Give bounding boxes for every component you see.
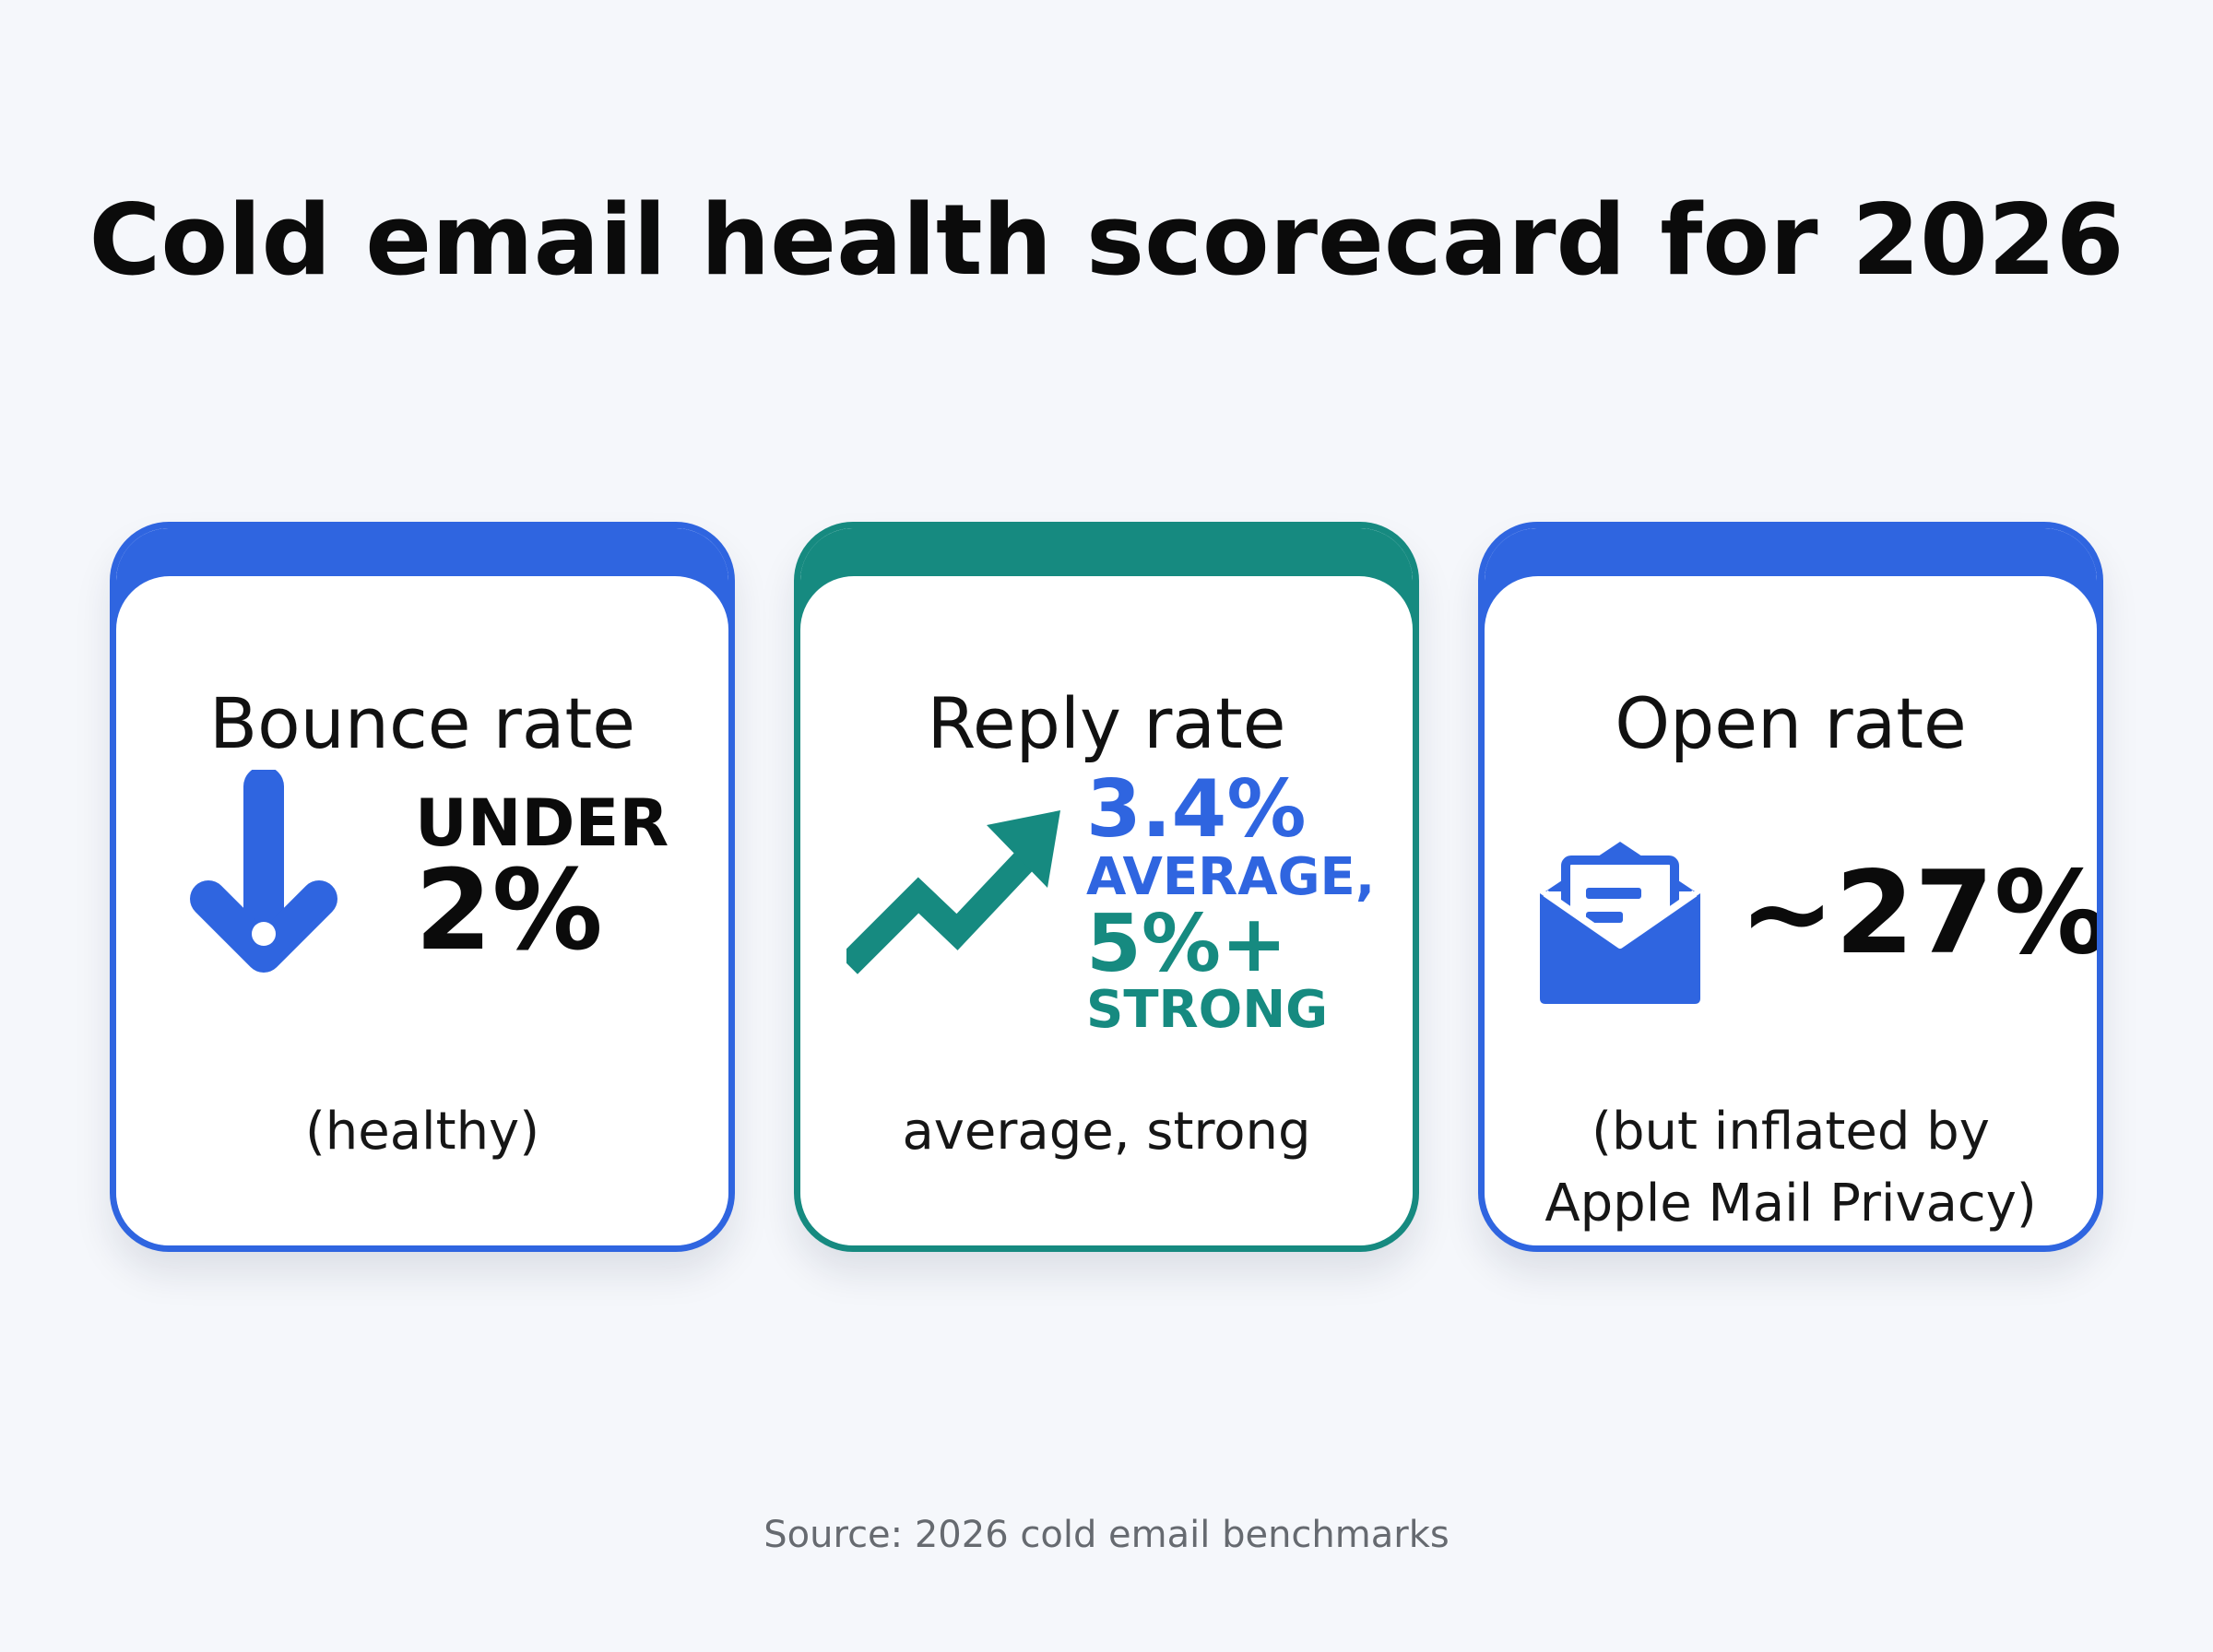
- reply-average-value: 3.4%: [1086, 763, 1307, 856]
- open-rate-card: Open rate ~27% (but inflated by Apple Ma…: [1478, 522, 2103, 1252]
- trend-up-arrow-icon: [846, 810, 1060, 974]
- card-body: Open rate ~27% (but inflated by Apple Ma…: [1485, 576, 2097, 1245]
- bounce-value: 2%: [415, 847, 603, 975]
- card-label: Reply rate: [927, 682, 1286, 764]
- page-title: Cold email health scorecard for 2026: [89, 183, 2124, 297]
- card-label: Bounce rate: [208, 682, 636, 764]
- reply-strong-value: 5%+: [1086, 898, 1288, 990]
- bounce-note: (healthy): [304, 1102, 540, 1162]
- open-note-line2: Apple Mail Privacy): [1544, 1174, 2037, 1233]
- card-body: Bounce rate UNDER 2% (healthy): [116, 576, 728, 1245]
- reply-strong-label: STRONG: [1086, 980, 1329, 1040]
- card-label: Open rate: [1615, 682, 1967, 764]
- source-caption: Source: 2026 cold email benchmarks: [763, 1514, 1450, 1556]
- arrow-down-icon: [190, 770, 337, 973]
- reply-average-label: AVERAGE,: [1086, 847, 1376, 907]
- bounce-rate-card: Bounce rate UNDER 2% (healthy): [110, 522, 735, 1252]
- reply-note: average, strong: [902, 1102, 1311, 1162]
- open-envelope-icon: [1540, 842, 1700, 1004]
- bounce-value-prefix: UNDER: [415, 785, 669, 861]
- open-rate-value: ~27%: [1739, 847, 2103, 980]
- card-body: Reply rate 3.4% AVERAGE, 5%+ STRONG aver…: [800, 576, 1413, 1245]
- open-note-line1: (but inflated by: [1592, 1102, 1990, 1162]
- reply-rate-card: Reply rate 3.4% AVERAGE, 5%+ STRONG aver…: [794, 522, 1419, 1252]
